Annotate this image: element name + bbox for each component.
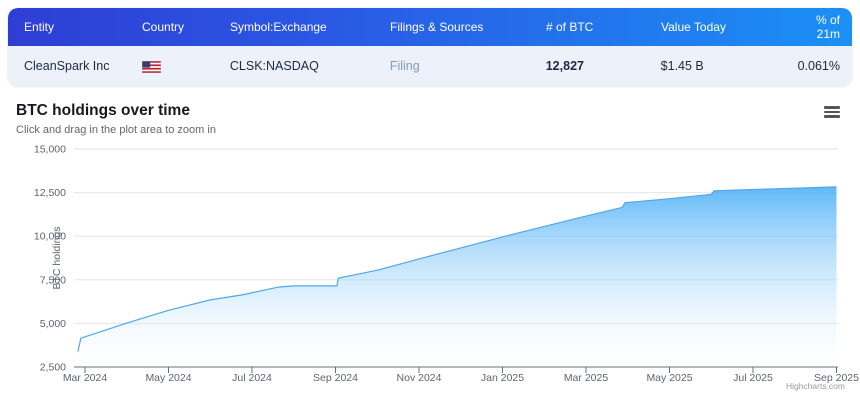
svg-text:15,000: 15,000 [34, 144, 66, 156]
col-header-btc: # of BTC [546, 20, 594, 34]
svg-text:May 2024: May 2024 [145, 372, 191, 384]
symbol-exchange: CLSK:NASDAQ [229, 59, 319, 73]
svg-text:Sep 2025: Sep 2025 [814, 372, 859, 384]
holdings-table: Entity Country Symbol:Exchange Filings &… [8, 8, 852, 86]
svg-text:May 2025: May 2025 [646, 372, 692, 384]
svg-text:7,500: 7,500 [40, 274, 66, 286]
svg-text:5,000: 5,000 [40, 318, 66, 330]
country-cell [141, 59, 230, 73]
col-header-value: Value Today [661, 20, 726, 34]
svg-text:Nov 2024: Nov 2024 [397, 372, 442, 384]
chart-plot-area[interactable]: 2,500 5,000 7,500 10,000 12,500 15,000 Mar 202… [0, 139, 860, 414]
svg-text:BTC holdings: BTC holdings [51, 226, 63, 289]
col-header-filings: Filings & Sources [390, 20, 484, 34]
svg-text:Jul 2025: Jul 2025 [733, 372, 773, 384]
chart-title: BTC holdings over time [16, 102, 190, 119]
value-today: $1.45 B [660, 59, 704, 73]
highcharts-credit[interactable]: Highcharts.com [786, 381, 845, 391]
col-header-pct21m: % of 21m [815, 13, 840, 41]
entity-name: CleanSpark Inc [24, 59, 110, 73]
svg-text:Mar 2024: Mar 2024 [63, 372, 108, 384]
filing-cell: Filing [390, 59, 546, 73]
chart-subtitle: Click and drag in the plot area to zoom … [16, 124, 216, 136]
svg-text:2,500: 2,500 [40, 362, 66, 374]
filing-link[interactable]: Filing [389, 59, 420, 73]
svg-text:Sep 2024: Sep 2024 [313, 372, 358, 384]
hamburger-icon[interactable] [824, 106, 840, 118]
btc-holdings-chart: BTC holdings over time Click and drag in… [0, 86, 860, 414]
table-header-row: Entity Country Symbol:Exchange Filings &… [8, 8, 852, 46]
table-row: CleanSpark Inc CLSK:NASDAQ Filing 12,827… [8, 46, 852, 86]
svg-text:12,500: 12,500 [34, 187, 66, 199]
btc-count: 12,827 [545, 59, 584, 73]
svg-text:10,000: 10,000 [34, 231, 66, 243]
pct-of-21m: 0.061% [797, 59, 840, 73]
svg-text:Jan 2025: Jan 2025 [481, 372, 524, 384]
us-flag-icon [141, 60, 161, 73]
col-header-country: Country [142, 20, 185, 34]
col-header-entity: Entity [24, 20, 55, 34]
svg-text:Jul 2024: Jul 2024 [232, 372, 272, 384]
svg-text:Mar 2025: Mar 2025 [564, 372, 609, 384]
col-header-symbol: Symbol:Exchange [230, 20, 327, 34]
